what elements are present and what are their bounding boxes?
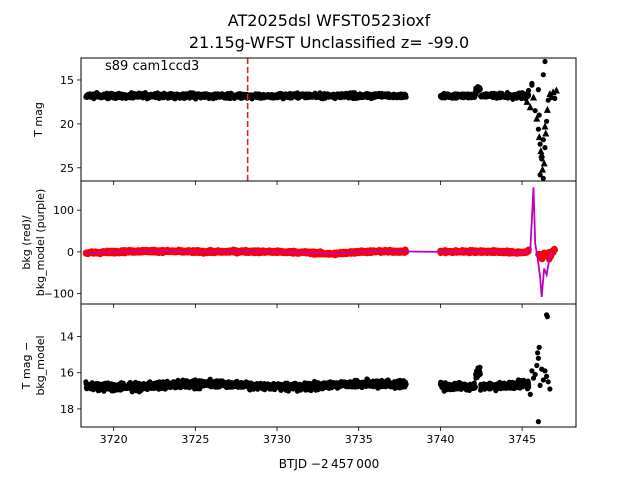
data-point-triangle bbox=[535, 133, 543, 141]
panel-bkg: −100 0 100 bkg (red)/bkg_model (purple) bbox=[20, 180, 577, 308]
data-point bbox=[477, 364, 483, 370]
data-point bbox=[535, 350, 541, 356]
panels: s89 cam1ccd3 15 20 25 T mag −100 0 100 bkg (red)… bbox=[20, 57, 577, 446]
panel-frame bbox=[80, 303, 577, 428]
y-axis-label: bkg_model bbox=[34, 335, 47, 395]
x-tick-label: 3740 bbox=[426, 433, 454, 446]
data-point bbox=[542, 145, 548, 151]
data-point bbox=[526, 384, 532, 390]
outlier-point bbox=[535, 419, 542, 425]
data-point bbox=[537, 141, 543, 147]
plot-area bbox=[82, 187, 558, 297]
data-point bbox=[540, 137, 546, 143]
data-point bbox=[534, 362, 540, 369]
data-point bbox=[540, 175, 546, 181]
data-point bbox=[552, 95, 558, 101]
outlier-point bbox=[540, 72, 546, 78]
data-point-triangle bbox=[523, 97, 531, 105]
panel-frame bbox=[80, 57, 577, 182]
data-point bbox=[526, 87, 532, 94]
data-point-triangle bbox=[552, 86, 560, 94]
data-point bbox=[532, 108, 538, 114]
data-point bbox=[536, 112, 542, 118]
y-tick-label: −100 bbox=[44, 288, 74, 301]
x-tick-label: 3720 bbox=[100, 433, 128, 446]
data-point-triangle bbox=[538, 150, 546, 158]
outlier-point bbox=[542, 58, 548, 65]
data-point-triangle bbox=[526, 103, 534, 111]
data-point bbox=[535, 126, 542, 132]
plot-area bbox=[83, 312, 553, 425]
data-point-triangle bbox=[549, 88, 557, 96]
y-tick-label: 20 bbox=[60, 118, 74, 131]
data-point bbox=[535, 355, 542, 361]
y-tick-label: 0 bbox=[67, 246, 74, 259]
y-tick-label: 18 bbox=[60, 403, 74, 416]
outlier-point bbox=[544, 314, 551, 320]
data-point bbox=[544, 118, 550, 124]
y-tick-label: 16 bbox=[60, 367, 74, 380]
x-axis-label: BTJD −2 457 000 bbox=[279, 457, 379, 471]
data-point bbox=[539, 156, 545, 162]
data-point-triangle bbox=[542, 129, 550, 137]
data-point bbox=[542, 368, 548, 374]
x-tick-label: 3745 bbox=[508, 433, 536, 446]
data-point bbox=[537, 382, 543, 388]
panel-frame bbox=[80, 180, 577, 305]
panel-annotation: s89 cam1ccd3 bbox=[105, 59, 199, 74]
data-point bbox=[545, 379, 551, 385]
data-point-triangle bbox=[537, 147, 545, 155]
data-point bbox=[537, 172, 543, 178]
data-point bbox=[526, 92, 532, 98]
y-axis-label: T mag − bbox=[20, 342, 33, 390]
y-tick-label: 14 bbox=[60, 331, 74, 344]
y-tick-label: 100 bbox=[53, 204, 74, 217]
chart-title-line2: 21.15g-WFST Unclassified z= -99.0 bbox=[189, 33, 469, 52]
data-point bbox=[477, 86, 483, 92]
y-axis-label: bkg_model (purple) bbox=[34, 189, 47, 296]
x-tick-label: 3735 bbox=[345, 433, 373, 446]
data-point bbox=[529, 368, 535, 374]
y-axis-label: T mag bbox=[32, 102, 45, 138]
panel-diff: 14 16 18 T mag − bkg_model 3720 3725 3730 3735 37… bbox=[20, 303, 577, 446]
outlier-point bbox=[535, 87, 542, 93]
outlier-point bbox=[529, 82, 535, 88]
data-point-triangle bbox=[530, 93, 538, 101]
bkg-model-line bbox=[85, 187, 556, 297]
data-point bbox=[527, 391, 533, 397]
data-point-triangle bbox=[543, 105, 551, 113]
data-point bbox=[547, 386, 553, 392]
x-tick-label: 3725 bbox=[181, 433, 209, 446]
chart-title-line1: AT2025dsl WFST0523ioxf bbox=[228, 11, 431, 30]
y-tick-label: 15 bbox=[60, 74, 74, 87]
x-tick-label: 3730 bbox=[263, 433, 291, 446]
data-point-triangle bbox=[540, 159, 548, 167]
data-point bbox=[536, 344, 542, 350]
data-point bbox=[540, 377, 546, 383]
data-point bbox=[477, 371, 483, 377]
data-point-triangle bbox=[533, 114, 541, 122]
data-point bbox=[544, 373, 550, 379]
data-point bbox=[472, 384, 478, 390]
data-point bbox=[532, 371, 538, 378]
y-tick-label: 25 bbox=[60, 162, 74, 175]
data-point-triangle bbox=[541, 122, 549, 130]
plot-area bbox=[83, 58, 560, 181]
data-point bbox=[403, 94, 409, 100]
data-point bbox=[403, 381, 409, 387]
panel-tmag: s89 cam1ccd3 15 20 25 T mag bbox=[32, 57, 577, 185]
data-point-triangle bbox=[539, 165, 547, 173]
y-axis-label: bkg (red)/ bbox=[20, 215, 33, 269]
